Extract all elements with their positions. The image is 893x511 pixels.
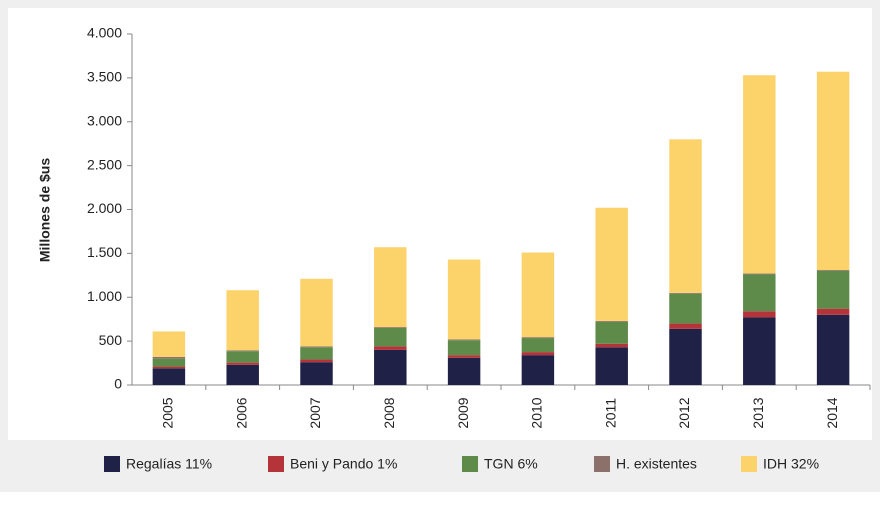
legend-label: TGN 6%: [484, 456, 538, 472]
y-tick-label: 1.000: [87, 288, 122, 304]
legend-label: H. existentes: [616, 456, 697, 472]
legend-swatch: [594, 456, 610, 472]
plot-background: [8, 8, 872, 440]
legend-swatch: [462, 456, 478, 472]
bar-segment: [152, 368, 186, 385]
bar-segment: [595, 320, 628, 322]
bar-segment: [300, 346, 333, 348]
bar-segment: [521, 337, 555, 339]
legend-swatch: [741, 456, 757, 472]
legend-swatch: [268, 456, 284, 472]
bar-segment: [595, 207, 628, 321]
bar-segment: [743, 274, 776, 312]
bar-segment: [152, 356, 186, 359]
bar-segment: [300, 278, 333, 347]
legend-label: Beni y Pando 1%: [290, 456, 397, 472]
x-tick-label: 2012: [676, 397, 692, 428]
x-tick-label: 2005: [160, 397, 176, 428]
bar-segment: [300, 362, 333, 385]
bar-segment: [374, 247, 407, 328]
bar-segment: [226, 290, 259, 351]
bar-segment: [152, 366, 186, 369]
bar-segment: [521, 355, 555, 385]
bar-segment: [447, 355, 481, 358]
bar-segment: [374, 327, 407, 328]
bar-segment: [521, 338, 555, 353]
bar-segment: [743, 75, 776, 274]
y-tick-label: 3.500: [87, 69, 122, 85]
x-tick-label: 2010: [529, 397, 545, 428]
x-tick-label: 2007: [307, 397, 323, 428]
bar-segment: [669, 328, 702, 385]
x-tick-label: 2009: [455, 397, 471, 428]
legend-label: IDH 32%: [763, 456, 819, 472]
bar-segment: [669, 292, 702, 294]
bar-segment: [521, 252, 555, 338]
bar-segment: [595, 343, 628, 348]
bar-segment: [300, 347, 333, 360]
x-tick-label: 2013: [750, 397, 766, 428]
bar-segment: [816, 71, 850, 271]
bar-segment: [152, 358, 186, 367]
bar-segment: [816, 308, 850, 315]
bar-segment: [816, 270, 850, 271]
bar-segment: [743, 311, 776, 318]
bar-segment: [447, 259, 481, 340]
x-tick-label: 2014: [824, 397, 840, 428]
bar-segment: [595, 347, 628, 385]
legend-label: Regalías 11%: [126, 456, 212, 472]
bar-segment: [152, 331, 186, 357]
legend-swatch: [104, 456, 120, 472]
x-tick-label: 2006: [233, 397, 249, 428]
y-tick-label: 2.000: [87, 200, 122, 216]
bar-segment: [595, 321, 628, 344]
bar-segment: [743, 273, 776, 275]
x-tick-label: 2008: [381, 397, 397, 428]
x-tick-label: 2011: [602, 398, 618, 428]
bar-segment: [816, 314, 850, 385]
y-tick-label: 2.500: [87, 156, 122, 172]
bar-segment: [743, 317, 776, 385]
bar-segment: [226, 350, 259, 352]
y-axis-label: Millones de $us: [37, 158, 53, 262]
bar-segment: [669, 293, 702, 324]
y-tick-label: 4.000: [87, 25, 122, 41]
bar-segment: [447, 340, 481, 356]
bar-segment: [226, 362, 259, 365]
bar-segment: [447, 339, 481, 341]
bar-segment: [226, 351, 259, 363]
y-tick-label: 3.000: [87, 112, 122, 128]
bar-segment: [374, 349, 407, 385]
bar-segment: [374, 327, 407, 347]
bar-segment: [447, 357, 481, 385]
bar-segment: [521, 352, 555, 356]
y-tick-label: 500: [99, 332, 123, 348]
bar-segment: [300, 359, 333, 363]
bar-segment: [816, 270, 850, 309]
bar-segment: [669, 323, 702, 329]
bar-segment: [669, 139, 702, 293]
y-tick-label: 0: [114, 376, 122, 392]
bar-segment: [226, 364, 259, 385]
bar-segment: [374, 346, 407, 350]
y-tick-label: 1.500: [87, 244, 122, 260]
